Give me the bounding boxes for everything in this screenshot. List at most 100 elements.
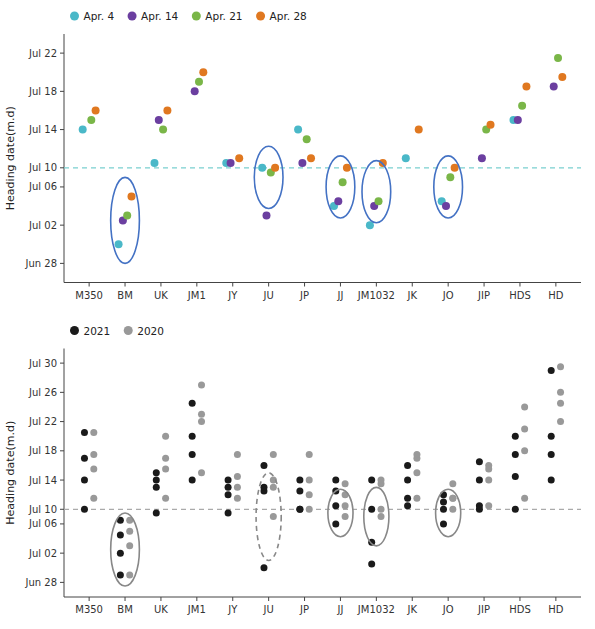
x-tick-label: JM1032 [357, 290, 395, 301]
ellipse [364, 487, 389, 545]
y-tick-label: Jul 22 [28, 416, 57, 427]
y-tick-label: Jul 18 [28, 445, 57, 456]
point [162, 495, 169, 502]
point [79, 126, 87, 134]
y-tick-label: Jul 02 [28, 220, 57, 231]
y-tick [60, 523, 64, 524]
x-tick [412, 597, 413, 601]
point [487, 121, 495, 129]
point [198, 382, 205, 389]
y-axis [64, 349, 65, 598]
y-tick-label: Jul 10 [28, 504, 57, 515]
point [440, 498, 447, 505]
x-tick [196, 597, 197, 601]
point [155, 116, 163, 124]
y-tick [60, 509, 64, 510]
legend-item: Apr. 28 [256, 10, 307, 22]
point [343, 164, 351, 172]
x-tick [304, 283, 305, 287]
point [306, 491, 313, 498]
legend-marker [192, 12, 201, 21]
ellipse [362, 161, 391, 223]
y-tick-label: Jul 10 [28, 162, 57, 173]
ellipse [254, 146, 283, 208]
x-axis [64, 597, 581, 598]
legend-item: Apr. 4 [70, 10, 114, 22]
x-tick-label: M350 [75, 604, 103, 615]
point [514, 116, 522, 124]
y-tick [60, 450, 64, 451]
point [81, 477, 88, 484]
legend: Apr. 4Apr. 14Apr. 21Apr. 28 [70, 10, 307, 22]
point [449, 480, 456, 487]
y-tick [60, 421, 64, 422]
point [306, 506, 313, 513]
x-tick [376, 283, 377, 287]
x-tick [160, 597, 161, 601]
point [368, 506, 375, 513]
point [413, 451, 420, 458]
point [150, 159, 158, 167]
point [189, 451, 196, 458]
y-tick [60, 480, 64, 481]
point [557, 389, 564, 396]
point [260, 462, 267, 469]
x-tick [555, 597, 556, 601]
point [548, 477, 555, 484]
point [225, 477, 232, 484]
point [378, 506, 385, 513]
point [234, 495, 241, 502]
x-tick [232, 597, 233, 601]
point [375, 197, 383, 205]
y-tick-label: Jul 06 [28, 181, 57, 192]
legend-marker [256, 12, 265, 21]
y-tick [60, 53, 64, 54]
y-tick-label: Jun 28 [24, 258, 57, 269]
x-tick-label: JP [299, 290, 309, 301]
y-tick-label: Jul 02 [28, 548, 57, 559]
x-tick-label: M350 [75, 290, 103, 301]
y-tick-label: Jul 22 [28, 48, 57, 59]
point [449, 495, 456, 502]
point [518, 102, 526, 110]
point [413, 469, 420, 476]
point [270, 451, 277, 458]
x-tick-label: UK [154, 290, 168, 301]
point [162, 466, 169, 473]
panel: Jun 28Jul 02Jul 06Jul 10Jul 14Jul 18Jul … [4, 325, 581, 616]
y-tick [60, 225, 64, 226]
point [198, 418, 205, 425]
point [153, 509, 160, 516]
point [162, 433, 169, 440]
point [260, 564, 267, 571]
point [90, 429, 97, 436]
point [485, 502, 492, 509]
point [378, 513, 385, 520]
point [485, 466, 492, 473]
ellipse [328, 489, 353, 537]
point [550, 83, 558, 91]
point [81, 429, 88, 436]
point [162, 455, 169, 462]
point [126, 528, 133, 535]
point [117, 531, 124, 538]
point [440, 520, 447, 527]
point [235, 154, 243, 162]
y-tick [60, 129, 64, 130]
ellipse [111, 177, 140, 263]
x-tick [89, 597, 90, 601]
x-tick [232, 283, 233, 287]
legend-item: Apr. 14 [128, 10, 179, 22]
point [342, 480, 349, 487]
point [512, 433, 519, 440]
point [189, 400, 196, 407]
point [476, 477, 483, 484]
point [522, 83, 530, 91]
plot-area [64, 54, 581, 263]
point [378, 477, 385, 484]
point [163, 106, 171, 114]
y-tick-label: Jul 14 [28, 124, 57, 135]
x-tick [555, 283, 556, 287]
legend-item: 2020 [124, 325, 164, 337]
legend-marker [128, 12, 137, 21]
